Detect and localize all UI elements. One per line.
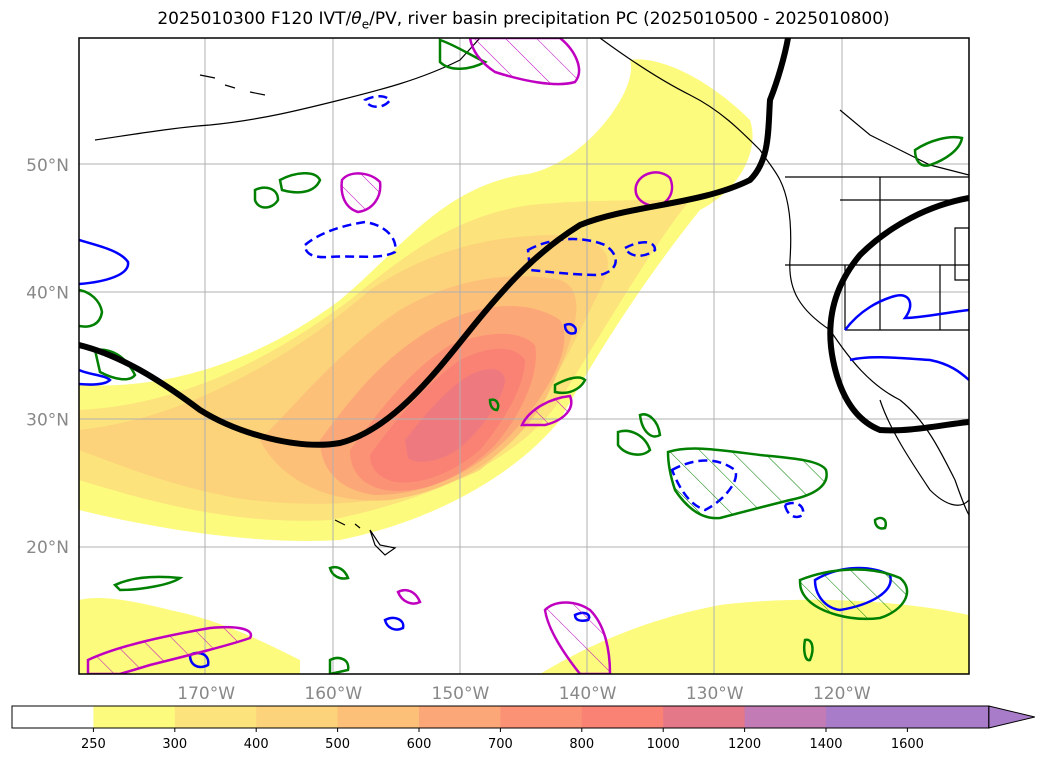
x-tick-label: 130°W — [686, 684, 744, 704]
theta-contour-4 — [543, 601, 612, 674]
precip-contour-8 — [913, 135, 964, 167]
map-frame — [78, 37, 970, 675]
precip-contour-14 — [328, 656, 350, 674]
precip-contour-3 — [79, 288, 104, 328]
colorbar-label: 600 — [407, 737, 432, 752]
hawaii-islands — [334, 519, 397, 556]
y-tick-label: 30°N — [26, 411, 69, 431]
colorbar-segment — [93, 706, 176, 728]
alaska-coast — [94, 38, 481, 141]
precip-contour-2 — [278, 172, 322, 194]
colorbar-label: 700 — [488, 737, 513, 752]
state-borders — [785, 177, 969, 331]
y-tick-label: 50°N — [26, 156, 69, 176]
colorbar-label: 1400 — [809, 737, 842, 752]
x-tick-label: 160°W — [304, 684, 362, 704]
colorbar-label: 1000 — [647, 737, 680, 752]
colorbar: 250 300 400 500 600 700 800 1000 1200 1400 1600 — [11, 705, 1035, 752]
pv-dashed-4 — [623, 241, 657, 257]
precip-contour-10 — [328, 565, 350, 580]
jet-line-main — [79, 38, 791, 448]
aleutian-islands — [199, 74, 266, 96]
alaska-gulf-coast — [599, 38, 781, 181]
pv-dashed-2 — [363, 95, 392, 108]
precip-contour-7 — [638, 413, 662, 438]
precip-contour-4 — [93, 348, 137, 381]
pv-contour-west — [79, 238, 130, 286]
precip-contour-12 — [488, 398, 500, 412]
colorbar-segment — [419, 706, 501, 728]
theta-contour-1 — [340, 172, 382, 214]
theta-contour-north — [468, 38, 581, 86]
x-tick-label: 170°W — [177, 684, 235, 704]
precip-contour-hatched — [666, 447, 828, 520]
colorbar-segment — [12, 706, 94, 728]
pv-dashed-1 — [303, 220, 397, 259]
jet-lines — [79, 38, 969, 448]
coastlines — [94, 38, 969, 556]
y-tick-label: 40°N — [26, 283, 69, 303]
colorbar-label: 1200 — [728, 737, 761, 752]
colorbar-segment — [663, 706, 746, 728]
theta-contour-3 — [520, 394, 573, 427]
precip-contour-5 — [553, 376, 587, 395]
colorbar-segment — [256, 706, 339, 728]
pv-contour-west-2 — [79, 368, 112, 386]
baja-coast — [879, 399, 969, 506]
precip-contour-6 — [616, 429, 652, 456]
x-tick-label: 140°W — [559, 684, 617, 704]
colorbar-segment — [500, 706, 583, 728]
pv-contour-east-2 — [849, 356, 969, 381]
theta-e-contours — [86, 38, 674, 674]
ivt-band-1000 — [405, 369, 505, 462]
pv-dashed-6 — [783, 501, 805, 519]
y-tick-label: 20°N — [26, 538, 69, 558]
map-layers — [79, 38, 969, 674]
us-west-coast — [789, 259, 969, 516]
colorbar-label: 250 — [81, 737, 106, 752]
colorbar-label: 800 — [569, 737, 594, 752]
precip-contour-9 — [112, 575, 184, 592]
colorbar-segment — [337, 706, 420, 728]
precip-contour-15 — [802, 638, 814, 662]
x-tick-label: 150°W — [432, 684, 490, 704]
colorbar-segment — [826, 706, 908, 728]
chart-title: 2025010300 F120 IVT/θe/PV, river basin p… — [157, 9, 890, 32]
colorbar-segment — [581, 706, 664, 728]
precip-contour-13 — [873, 516, 887, 530]
x-tick-label: 120°W — [813, 684, 871, 704]
colorbar-segment — [174, 706, 257, 728]
colorbar-label: 500 — [325, 737, 350, 752]
y-tick-labels: 50°N 40°N 30°N 20°N — [26, 156, 69, 558]
colorbar-label: 400 — [244, 737, 269, 752]
precip-contours — [79, 38, 964, 674]
precip-contour-1 — [253, 186, 280, 209]
alaska-interior — [839, 109, 969, 176]
colorbar-extend-arrow — [988, 705, 1035, 729]
theta-contour-2 — [634, 171, 674, 208]
colorbar-label: 1600 — [891, 737, 924, 752]
theta-contour-5 — [86, 625, 253, 674]
jet-line-east — [827, 195, 969, 434]
precip-contour-se — [798, 568, 909, 621]
theta-contour-6 — [396, 588, 422, 605]
x-tick-labels: 170°W 160°W 150°W 140°W 130°W 120°W — [177, 684, 871, 704]
colorbar-label: 300 — [162, 737, 187, 752]
colorbar-segment — [907, 706, 990, 728]
colorbar-segment — [744, 706, 827, 728]
bc-coast — [779, 179, 792, 261]
pv-contour-small-1 — [383, 616, 405, 631]
pv-contour-east — [844, 294, 969, 331]
pv-contour-small-3 — [563, 323, 577, 335]
